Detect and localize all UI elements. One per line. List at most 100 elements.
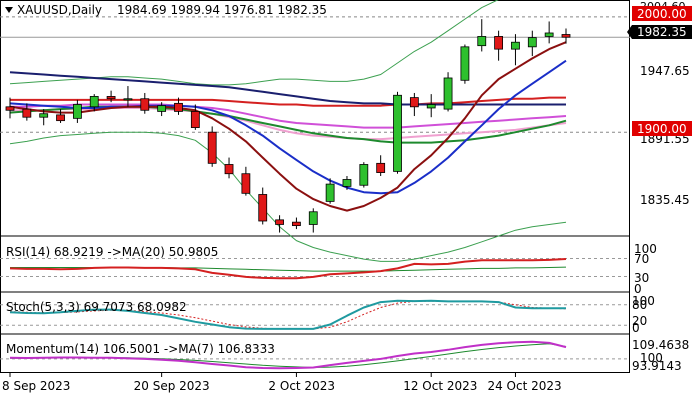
candle — [494, 30, 504, 61]
stoch-tick-100: 100 — [632, 294, 655, 308]
candle — [39, 109, 49, 126]
stoch-title: Stoch(5,3,3) 69.7073 68.0982 — [6, 300, 187, 314]
candle — [544, 21, 554, 44]
candle-body — [426, 104, 436, 109]
candle-body — [511, 41, 520, 50]
stoch-k-line — [9, 299, 567, 330]
date-axis: 8 Sep 2023 20 Sep 2023 2 Oct 2023 12 Oct 20… — [2, 372, 562, 393]
bollinger-lower-line — [9, 131, 567, 262]
candle — [275, 215, 284, 233]
candle — [207, 126, 217, 167]
candle — [22, 103, 32, 121]
level-2000-tag — [632, 6, 692, 21]
candle — [140, 92, 150, 114]
candle — [409, 92, 419, 117]
candle-body — [5, 106, 15, 111]
candle-body — [561, 34, 571, 38]
ma-blue-line — [9, 59, 567, 195]
ma-magenta-line — [10, 103, 567, 129]
candle-body — [140, 98, 150, 111]
candle-body — [241, 173, 251, 194]
candle-body — [275, 219, 284, 225]
candle — [241, 166, 251, 196]
rsi-tick-0: 0 — [634, 282, 642, 296]
candle — [89, 94, 99, 112]
candle — [342, 176, 352, 190]
candle-body — [325, 183, 335, 202]
bollinger-upper-line — [9, 0, 499, 86]
candle — [325, 178, 335, 204]
candle — [426, 94, 436, 118]
candle-body — [494, 36, 504, 50]
candle — [123, 86, 133, 107]
candle-body — [157, 105, 167, 112]
ma-navy-line — [9, 71, 566, 106]
candle-body — [224, 164, 234, 175]
candle — [258, 187, 268, 225]
candle-body — [22, 108, 32, 118]
candle — [190, 104, 200, 130]
momentum-line — [9, 340, 567, 370]
collapse-triangle-icon[interactable] — [5, 7, 13, 13]
momentum-lines — [9, 340, 567, 370]
x-tick-label: 20 Sep 2023 — [134, 379, 210, 393]
candle-body — [393, 94, 402, 172]
candle-body — [72, 104, 82, 119]
rsi-tick-70: 70 — [634, 252, 649, 266]
candle — [224, 157, 234, 179]
candle-body — [190, 111, 200, 128]
candle-body — [342, 179, 352, 187]
candle-body — [460, 46, 470, 81]
candlesticks — [5, 19, 571, 233]
candle — [477, 19, 487, 52]
price-tick-1947: 1947.65 — [640, 64, 690, 78]
candle — [72, 99, 82, 123]
candle — [174, 97, 183, 115]
candle — [106, 90, 116, 103]
rsi-title: RSI(14) 68.9219 ->MA(20) 50.9805 — [6, 245, 218, 259]
candle — [460, 44, 470, 84]
candle — [292, 217, 301, 230]
ma-red-line — [10, 96, 566, 107]
stoch-tick-20: 20 — [632, 314, 647, 328]
x-tick-label: 12 Oct 2023 — [403, 379, 477, 393]
candle-body — [56, 114, 65, 122]
candle — [511, 34, 520, 66]
stoch-tick-80: 80 — [632, 298, 647, 312]
moving-average-lines — [9, 0, 567, 262]
current-price-tag — [627, 25, 692, 39]
candle-body — [89, 96, 99, 108]
candle-body — [308, 211, 318, 225]
x-tick-label: 2 Oct 2023 — [268, 379, 335, 393]
rsi-tick-100: 100 — [634, 242, 657, 256]
candle-body — [207, 131, 217, 164]
candle-body — [443, 77, 453, 110]
ohlc-label: 1984.69 1989.94 1976.81 1982.35 — [117, 3, 327, 17]
price-tick-1835: 1835.45 — [640, 193, 690, 207]
candle-body — [292, 221, 301, 227]
candle-body — [544, 32, 554, 37]
momentum-tick-100: 100 — [640, 351, 663, 365]
candle — [376, 155, 386, 177]
momentum-title: Momentum(14) 106.5001 ->MA(7) 106.8333 — [6, 342, 275, 356]
stoch-tick-0: 0 — [632, 321, 640, 335]
candle-body — [527, 37, 537, 48]
candle — [56, 109, 65, 123]
candle-body — [359, 164, 369, 186]
candle-body — [123, 98, 133, 101]
candle-body — [106, 96, 116, 100]
momentum-tick-high: 109.4638 — [632, 338, 689, 352]
candle — [157, 102, 167, 117]
candle — [393, 91, 402, 174]
level-1900-tag — [632, 121, 692, 136]
candle-body — [39, 113, 49, 118]
momentum-tick-low: 93.9143 — [632, 359, 682, 373]
x-tick-label: 8 Sep 2023 — [2, 379, 70, 393]
candle — [5, 97, 15, 119]
level-2000-label: 2000.00 — [637, 7, 687, 21]
candle-body — [477, 36, 487, 47]
rsi-line — [9, 258, 567, 280]
candle-body — [258, 194, 268, 222]
candle — [308, 208, 318, 233]
